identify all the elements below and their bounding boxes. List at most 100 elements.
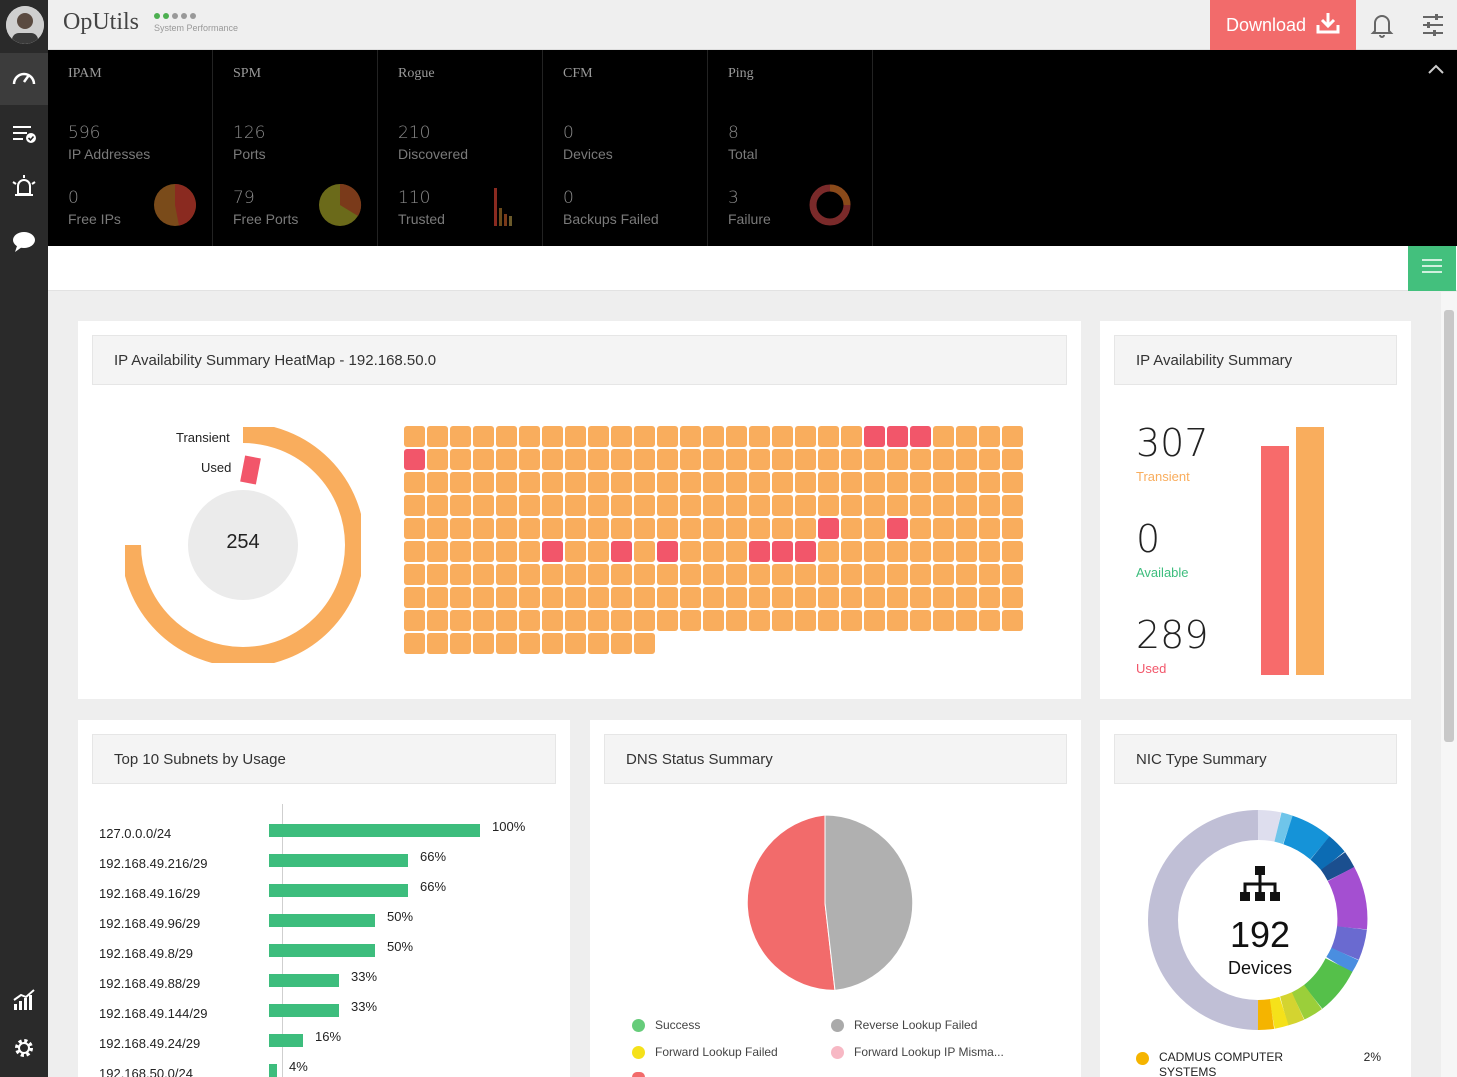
heatmap-cell[interactable] (910, 472, 931, 493)
heatmap-cell[interactable] (588, 518, 609, 539)
heatmap-cell[interactable] (634, 495, 655, 516)
heatmap-cell[interactable] (680, 495, 701, 516)
heatmap-cell[interactable] (887, 541, 908, 562)
heatmap-cell[interactable] (864, 449, 885, 470)
heatmap-cell[interactable] (749, 610, 770, 631)
heatmap-cell[interactable] (979, 472, 1000, 493)
heatmap-cell[interactable] (450, 449, 471, 470)
heatmap-cell[interactable] (542, 426, 563, 447)
heatmap-cell[interactable] (496, 564, 517, 585)
heatmap-cell[interactable] (611, 541, 632, 562)
heatmap-cell[interactable] (910, 564, 931, 585)
heatmap-cell[interactable] (473, 541, 494, 562)
notifications-button[interactable] (1370, 12, 1394, 43)
heatmap-cell[interactable] (657, 610, 678, 631)
heatmap-cell[interactable] (818, 610, 839, 631)
subnet-row[interactable]: 192.168.49.16/29 66% (78, 878, 548, 908)
customize-button[interactable] (1421, 12, 1445, 43)
heatmap-cell[interactable] (611, 610, 632, 631)
user-avatar[interactable] (6, 6, 44, 44)
heatmap-cell[interactable] (680, 564, 701, 585)
heatmap-cell[interactable] (519, 518, 540, 539)
heatmap-cell[interactable] (956, 472, 977, 493)
heatmap-cell[interactable] (450, 587, 471, 608)
heatmap-cell[interactable] (703, 518, 724, 539)
heatmap-cell[interactable] (726, 472, 747, 493)
heatmap-cell[interactable] (956, 564, 977, 585)
page-scrollbar[interactable] (1441, 292, 1457, 1077)
heatmap-cell[interactable] (565, 587, 586, 608)
heatmap-cell[interactable] (772, 541, 793, 562)
heatmap-cell[interactable] (703, 472, 724, 493)
heatmap-cell[interactable] (496, 495, 517, 516)
heatmap-cell[interactable] (726, 449, 747, 470)
heatmap-cell[interactable] (979, 587, 1000, 608)
subnet-usage-bar[interactable] (269, 1034, 303, 1047)
nic-legend-item[interactable]: CADMUS COMPUTER SYSTEMS 2% (1136, 1050, 1381, 1077)
heatmap-cell[interactable] (864, 610, 885, 631)
heatmap-cell[interactable] (818, 426, 839, 447)
heatmap-cell[interactable] (772, 495, 793, 516)
heatmap-cell[interactable] (703, 610, 724, 631)
heatmap-cell[interactable] (657, 472, 678, 493)
heatmap-cell[interactable] (427, 564, 448, 585)
heatmap-cell[interactable] (496, 426, 517, 447)
heatmap-cell[interactable] (933, 426, 954, 447)
heatmap-cell[interactable] (496, 472, 517, 493)
heatmap-cell[interactable] (703, 449, 724, 470)
heatmap-cell[interactable] (841, 518, 862, 539)
heatmap-cell[interactable] (726, 564, 747, 585)
heatmap-cell[interactable] (910, 426, 931, 447)
heatmap-cell[interactable] (588, 564, 609, 585)
heatmap-cell[interactable] (979, 495, 1000, 516)
subnet-row[interactable]: 192.168.49.24/29 16% (78, 1028, 548, 1058)
heatmap-cell[interactable] (887, 472, 908, 493)
dashboard-menu-button[interactable] (1408, 246, 1456, 291)
heatmap-cell[interactable] (864, 472, 885, 493)
heatmap-cell[interactable] (933, 610, 954, 631)
heatmap-cell[interactable] (427, 541, 448, 562)
heatmap-cell[interactable] (772, 472, 793, 493)
heatmap-cell[interactable] (542, 518, 563, 539)
heatmap-cell[interactable] (611, 587, 632, 608)
heatmap-cell[interactable] (910, 518, 931, 539)
subnet-row[interactable]: 192.168.50.0/24 4% (78, 1058, 548, 1077)
heatmap-cell[interactable] (473, 495, 494, 516)
heatmap-cell[interactable] (956, 541, 977, 562)
heatmap-cell[interactable] (1002, 564, 1023, 585)
heatmap-cell[interactable] (565, 449, 586, 470)
heatmap-cell[interactable] (910, 587, 931, 608)
download-button[interactable]: Download (1210, 0, 1356, 50)
heatmap-cell[interactable] (749, 495, 770, 516)
stat-ping[interactable]: Ping 8 Total 3 Failure (708, 50, 873, 246)
heatmap-cell[interactable] (979, 449, 1000, 470)
heatmap-cell[interactable] (864, 495, 885, 516)
heatmap-cell[interactable] (450, 472, 471, 493)
heatmap-cell[interactable] (427, 449, 448, 470)
subnet-row[interactable]: 192.168.49.144/29 33% (78, 998, 548, 1028)
subnet-row[interactable]: 192.168.49.216/29 66% (78, 848, 548, 878)
heatmap-cell[interactable] (404, 541, 425, 562)
heatmap-cell[interactable] (795, 449, 816, 470)
dns-legend-success[interactable]: Success (632, 1018, 700, 1032)
heatmap-cell[interactable] (1002, 426, 1023, 447)
heatmap-cell[interactable] (818, 472, 839, 493)
heatmap-cell[interactable] (818, 449, 839, 470)
heatmap-cell[interactable] (680, 541, 701, 562)
heatmap-cell[interactable] (473, 587, 494, 608)
heatmap-cell[interactable] (1002, 495, 1023, 516)
heatmap-cell[interactable] (703, 541, 724, 562)
heatmap-cell[interactable] (887, 564, 908, 585)
heatmap-cell[interactable] (956, 449, 977, 470)
heatmap-cell[interactable] (450, 633, 471, 654)
heatmap-cell[interactable] (795, 564, 816, 585)
heatmap-cell[interactable] (795, 518, 816, 539)
heatmap-cell[interactable] (933, 518, 954, 539)
heatmap-cell[interactable] (611, 564, 632, 585)
reports-nav[interactable] (0, 976, 48, 1028)
heatmap-cell[interactable] (864, 541, 885, 562)
heatmap-cell[interactable] (703, 426, 724, 447)
heatmap-cell[interactable] (542, 495, 563, 516)
heatmap-cell[interactable] (427, 587, 448, 608)
heatmap-cell[interactable] (634, 610, 655, 631)
